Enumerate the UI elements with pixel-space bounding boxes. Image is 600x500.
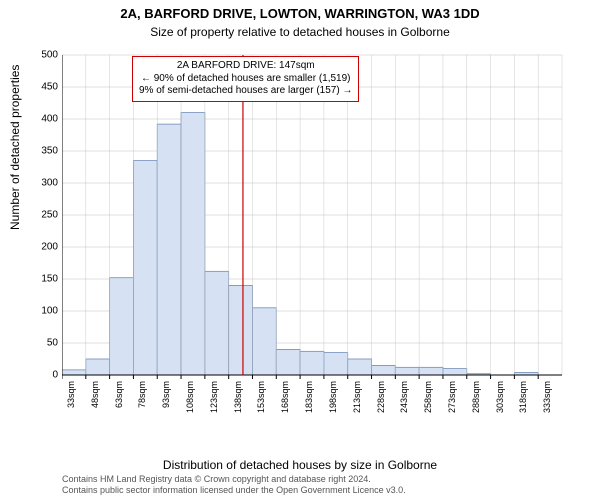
chart-container: 2A, BARFORD DRIVE, LOWTON, WARRINGTON, W… — [0, 0, 600, 500]
xtick-label: 213sqm — [352, 381, 362, 421]
ytick-label: 400 — [41, 114, 58, 125]
xtick-label: 93sqm — [161, 381, 171, 421]
ytick-label: 300 — [41, 178, 58, 189]
chart-title: 2A, BARFORD DRIVE, LOWTON, WARRINGTON, W… — [0, 0, 600, 23]
xtick-label: 198sqm — [328, 381, 338, 421]
callout-box: 2A BARFORD DRIVE: 147sqm ← 90% of detach… — [132, 56, 359, 102]
xtick-label: 78sqm — [137, 381, 147, 421]
ytick-label: 450 — [41, 82, 58, 93]
xtick-label: 333sqm — [542, 381, 552, 421]
ytick-label: 500 — [41, 50, 58, 61]
ytick-label: 350 — [41, 146, 58, 157]
xtick-label: 123sqm — [209, 381, 219, 421]
xtick-label: 258sqm — [423, 381, 433, 421]
xtick-label: 303sqm — [495, 381, 505, 421]
ytick-label: 50 — [47, 338, 58, 349]
xtick-label: 63sqm — [114, 381, 124, 421]
footer-attribution: Contains HM Land Registry data © Crown c… — [62, 474, 406, 496]
callout-line1: 2A BARFORD DRIVE: 147sqm — [139, 60, 352, 73]
xtick-label: 138sqm — [233, 381, 243, 421]
plot-area: 2A BARFORD DRIVE: 147sqm ← 90% of detach… — [62, 50, 572, 420]
xtick-label: 183sqm — [304, 381, 314, 421]
y-axis-label: Number of detached properties — [8, 65, 22, 230]
chart-subtitle: Size of property relative to detached ho… — [0, 23, 600, 39]
ytick-label: 150 — [41, 274, 58, 285]
callout-line2: ← 90% of detached houses are smaller (1,… — [139, 73, 352, 86]
xtick-label: 33sqm — [66, 381, 76, 421]
xtick-label: 108sqm — [185, 381, 195, 421]
footer-line1: Contains HM Land Registry data © Crown c… — [62, 474, 406, 485]
footer-line2: Contains public sector information licen… — [62, 485, 406, 496]
xtick-label: 153sqm — [256, 381, 266, 421]
xtick-label: 48sqm — [90, 381, 100, 421]
xtick-label: 288sqm — [471, 381, 481, 421]
x-axis-label: Distribution of detached houses by size … — [0, 458, 600, 472]
xtick-label: 168sqm — [280, 381, 290, 421]
ytick-label: 0 — [52, 370, 58, 381]
xtick-label: 318sqm — [518, 381, 528, 421]
xtick-label: 243sqm — [399, 381, 409, 421]
xtick-label: 273sqm — [447, 381, 457, 421]
histogram-svg — [62, 50, 572, 420]
ytick-label: 100 — [41, 306, 58, 317]
callout-line3: 9% of semi-detached houses are larger (1… — [139, 85, 352, 98]
ytick-label: 250 — [41, 210, 58, 221]
xtick-label: 228sqm — [376, 381, 386, 421]
ytick-label: 200 — [41, 242, 58, 253]
